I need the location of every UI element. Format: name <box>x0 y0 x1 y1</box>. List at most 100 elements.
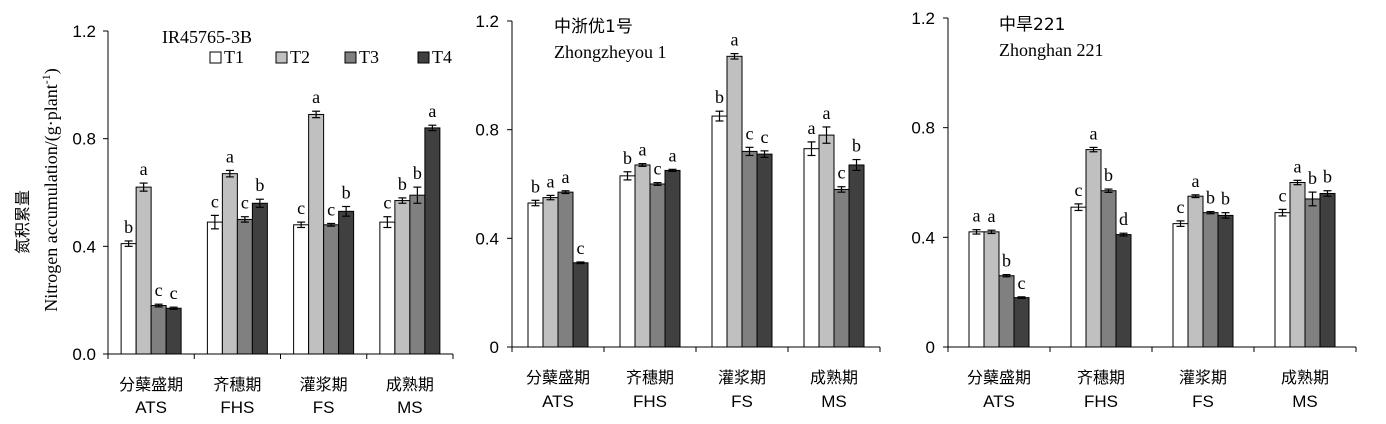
bar-t3 <box>323 224 340 355</box>
significance-letter: a <box>973 206 981 226</box>
y-tick-label: 0.4 <box>72 237 96 256</box>
x-category-label: FS <box>1192 392 1214 411</box>
significance-letter: a <box>1294 156 1302 176</box>
significance-letter: b <box>398 174 407 194</box>
x-category-label: MS <box>821 392 847 411</box>
significance-letter: b <box>255 175 264 195</box>
chart-title: IR45765-3B <box>162 27 252 47</box>
significance-letter: a <box>140 159 148 179</box>
x-category-label: MS <box>397 398 423 417</box>
x-category-label-cn: 灌浆期 <box>300 375 348 394</box>
x-category-label-cn: 成熟期 <box>810 368 858 387</box>
chart-title: Zhongzheyou 1 <box>554 42 666 62</box>
x-category-label: FS <box>731 392 753 411</box>
significance-letter: c <box>746 123 754 143</box>
x-category-label-cn: 分蘖盛期 <box>526 368 590 387</box>
bar-t2 <box>1187 195 1204 348</box>
significance-letter: b <box>531 176 540 196</box>
significance-letter: c <box>838 163 846 183</box>
bar-t1 <box>120 243 137 355</box>
bar-t2 <box>394 200 411 355</box>
significance-letter: a <box>1090 123 1098 143</box>
bar-t3 <box>833 188 850 348</box>
x-category-label-cn: 灌浆期 <box>718 368 766 387</box>
y-axis-title-cn: 氮积累量 <box>13 190 32 254</box>
significance-letter: b <box>124 217 133 237</box>
y-axis-title-tail: ) <box>41 68 62 74</box>
y-axis-title-superscript: -1 <box>39 74 53 84</box>
legend-label: T4 <box>432 47 452 67</box>
legend-swatch-t2 <box>275 51 288 64</box>
bar-t2 <box>135 186 152 355</box>
y-axis-title-en: Nitrogen accumulation/(g·plant-1) <box>39 68 62 311</box>
bar-t1 <box>293 224 310 355</box>
bar-t2 <box>1085 149 1102 348</box>
bar-t4 <box>572 262 589 348</box>
significance-letter: a <box>562 167 570 187</box>
bar-t1 <box>711 115 728 348</box>
bar-t3 <box>236 218 253 355</box>
significance-letter: c <box>327 199 335 219</box>
significance-letter: b <box>1221 189 1230 209</box>
bar-t1 <box>619 175 636 348</box>
bar-t4 <box>424 127 441 355</box>
bar-t4 <box>1217 214 1234 348</box>
significance-letter: c <box>241 193 249 213</box>
bar-t4 <box>1319 192 1336 348</box>
bar-t1 <box>1070 206 1087 348</box>
y-tick-label: 0.0 <box>72 345 96 364</box>
bar-t4 <box>338 210 355 355</box>
legend-label: T3 <box>359 47 379 67</box>
significance-letter: c <box>654 159 662 179</box>
bar-t1 <box>968 231 985 348</box>
bar-t4 <box>756 153 773 348</box>
bar-t3 <box>741 150 758 348</box>
significance-letter: a <box>1192 171 1200 191</box>
x-category-label: FHS <box>1084 392 1118 411</box>
bar-t4 <box>1115 234 1132 348</box>
bar-t2 <box>634 164 651 348</box>
bar-t3 <box>557 191 574 348</box>
significance-letter: a <box>226 146 234 166</box>
significance-letter: a <box>639 140 647 160</box>
significance-letter: b <box>623 148 632 168</box>
bar-t1 <box>379 221 396 355</box>
significance-letter: c <box>1177 197 1185 217</box>
significance-letter: b <box>1308 168 1317 188</box>
bar-t4 <box>251 202 268 355</box>
bar-t2 <box>818 134 835 348</box>
significance-letter: b <box>1002 251 1011 271</box>
legend-swatch-t3 <box>344 51 357 64</box>
significance-letter: c <box>577 238 585 258</box>
bar-t3 <box>649 183 666 348</box>
significance-letter: a <box>669 145 677 165</box>
x-category-label-cn: 成熟期 <box>386 375 434 394</box>
significance-letter: c <box>1018 273 1026 293</box>
bar-t3 <box>409 194 426 355</box>
x-category-label: FHS <box>633 392 667 411</box>
significance-letter: c <box>383 193 391 213</box>
significance-letter: a <box>547 171 555 191</box>
significance-letter: a <box>823 103 831 123</box>
significance-letter: c <box>761 127 769 147</box>
bar-t4 <box>664 169 681 348</box>
x-category-label-cn: 齐穗期 <box>213 375 261 394</box>
bar-t2 <box>308 113 325 355</box>
bar-t1 <box>1172 223 1189 348</box>
significance-letter: b <box>1323 167 1332 187</box>
x-category-label-cn: 齐穗期 <box>626 368 674 387</box>
significance-letter: a <box>731 30 739 50</box>
y-axis-title-main: Nitrogen accumulation/(g·plant <box>41 84 62 311</box>
significance-letter: b <box>413 163 422 183</box>
chart-title-cn: 中浙优1号 <box>554 17 633 37</box>
y-tick-label: 1.2 <box>475 12 499 31</box>
x-category-label-cn: 成熟期 <box>1281 368 1329 387</box>
significance-letter: a <box>808 118 816 138</box>
significance-letter: b <box>715 87 724 107</box>
legend-swatch-t4 <box>417 51 430 64</box>
bar-t2 <box>726 55 743 348</box>
significance-letter: c <box>170 283 178 303</box>
y-tick-label: 0.8 <box>911 119 935 138</box>
